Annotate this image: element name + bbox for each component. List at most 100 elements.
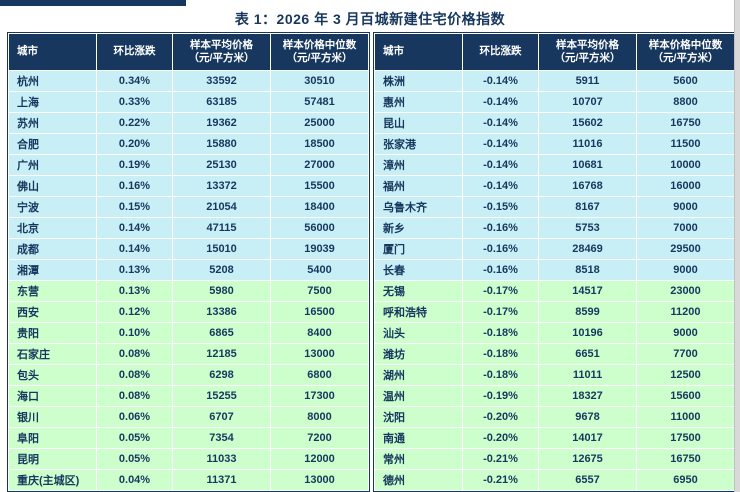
city-cell: 西安	[8, 301, 97, 323]
avg-price-cell: 6557	[538, 469, 637, 491]
avg-price-cell: 5911	[538, 70, 637, 92]
column-header-mom-change: 环比涨跌	[462, 33, 539, 71]
median-price-cell: 16750	[636, 448, 735, 470]
change-cell: -0.17%	[462, 301, 539, 323]
change-cell: 0.12%	[96, 301, 173, 323]
median-price-cell: 5400	[270, 259, 369, 281]
median-price-cell: 6950	[636, 469, 735, 491]
median-price-cell: 16500	[270, 301, 369, 323]
median-price-cell: 9000	[636, 322, 735, 344]
median-price-cell: 27000	[270, 154, 369, 176]
change-cell: -0.14%	[462, 133, 539, 155]
table-row: 南通 -0.20% 14017 17500	[374, 427, 735, 449]
city-cell: 汕头	[374, 322, 463, 344]
change-cell: -0.21%	[462, 469, 539, 491]
avg-price-cell: 9678	[538, 406, 637, 428]
change-cell: 0.15%	[96, 196, 173, 218]
city-cell: 常州	[374, 448, 463, 470]
change-cell: 0.33%	[96, 91, 173, 113]
table-row: 湖州 -0.18% 11011 12500	[374, 364, 735, 386]
table-row: 广州 0.19% 25130 27000	[8, 154, 369, 176]
median-price-cell: 11000	[636, 406, 735, 428]
avg-price-cell: 18327	[538, 385, 637, 407]
price-table-left: 城市 环比涨跌 样本平均价格 （元/平方米） 样本价格中位数 （元/平方米） 杭州 0.34%…	[8, 33, 369, 491]
median-price-cell: 19039	[270, 238, 369, 260]
median-price-cell: 18500	[270, 133, 369, 155]
city-cell: 无锡	[374, 280, 463, 302]
median-price-cell: 7700	[636, 343, 735, 365]
median-price-cell: 11500	[636, 133, 735, 155]
city-cell: 东营	[8, 280, 97, 302]
change-cell: -0.19%	[462, 385, 539, 407]
median-price-cell: 9000	[636, 196, 735, 218]
avg-price-cell: 16768	[538, 175, 637, 197]
change-cell: 0.08%	[96, 343, 173, 365]
change-cell: -0.20%	[462, 427, 539, 449]
median-price-cell: 16750	[636, 112, 735, 134]
median-price-cell: 7500	[270, 280, 369, 302]
header-row: 城市 环比涨跌 样本平均价格 （元/平方米） 样本价格中位数 （元/平方米）	[374, 33, 735, 71]
city-cell: 张家港	[374, 133, 463, 155]
city-cell: 新乡	[374, 217, 463, 239]
table-row: 东营 0.13% 5980 7500	[8, 280, 369, 302]
median-price-cell: 29500	[636, 238, 735, 260]
column-header-city: 城市	[8, 33, 97, 71]
avg-price-cell: 8167	[538, 196, 637, 218]
column-header-avg-price: 样本平均价格 （元/平方米）	[172, 33, 271, 71]
avg-price-cell: 11016	[538, 133, 637, 155]
city-cell: 温州	[374, 385, 463, 407]
avg-price-cell: 7354	[172, 427, 271, 449]
avg-price-cell: 10681	[538, 154, 637, 176]
table-row: 常州 -0.21% 12675 16750	[374, 448, 735, 470]
city-cell: 乌鲁木齐	[374, 196, 463, 218]
avg-price-cell: 10707	[538, 91, 637, 113]
column-header-city: 城市	[374, 33, 463, 71]
city-cell: 长春	[374, 259, 463, 281]
median-price-cell: 23000	[636, 280, 735, 302]
table-row: 株洲 -0.14% 5911 5600	[374, 70, 735, 92]
city-cell: 湖州	[374, 364, 463, 386]
table-row: 湘潭 0.13% 5208 5400	[8, 259, 369, 281]
table-row: 无锡 -0.17% 14517 23000	[374, 280, 735, 302]
change-cell: 0.13%	[96, 259, 173, 281]
median-price-cell: 16000	[636, 175, 735, 197]
avg-price-cell: 5208	[172, 259, 271, 281]
table-row: 惠州 -0.14% 10707 8800	[374, 91, 735, 113]
change-cell: 0.14%	[96, 238, 173, 260]
avg-price-cell: 25130	[172, 154, 271, 176]
avg-price-cell: 14017	[538, 427, 637, 449]
avg-price-cell: 10196	[538, 322, 637, 344]
avg-price-cell: 12675	[538, 448, 637, 470]
column-header-mom-change: 环比涨跌	[96, 33, 173, 71]
change-cell: 0.05%	[96, 448, 173, 470]
column-header-median-price: 样本价格中位数 （元/平方米）	[270, 33, 369, 71]
header-bar-fragment	[0, 0, 186, 6]
median-price-cell: 30510	[270, 70, 369, 92]
change-cell: -0.20%	[462, 406, 539, 428]
table-row: 昆明 0.05% 11033 12000	[8, 448, 369, 470]
price-table-left-wrap: 城市 环比涨跌 样本平均价格 （元/平方米） 样本价格中位数 （元/平方米） 杭州 0.34%…	[7, 32, 370, 492]
change-cell: 0.19%	[96, 154, 173, 176]
change-cell: 0.20%	[96, 133, 173, 155]
column-header-median-price: 样本价格中位数 （元/平方米）	[636, 33, 735, 71]
avg-price-cell: 33592	[172, 70, 271, 92]
change-cell: 0.34%	[96, 70, 173, 92]
avg-price-cell: 6707	[172, 406, 271, 428]
city-cell: 南通	[374, 427, 463, 449]
scrollbar[interactable]	[734, 0, 740, 492]
table-row: 福州 -0.14% 16768 16000	[374, 175, 735, 197]
table-row: 杭州 0.34% 33592 30510	[8, 70, 369, 92]
median-price-cell: 57481	[270, 91, 369, 113]
median-price-cell: 12500	[636, 364, 735, 386]
change-cell: -0.18%	[462, 343, 539, 365]
change-cell: -0.14%	[462, 154, 539, 176]
median-price-cell: 13000	[270, 469, 369, 491]
avg-price-cell: 8599	[538, 301, 637, 323]
table-row: 苏州 0.22% 19362 25000	[8, 112, 369, 134]
median-price-cell: 15600	[636, 385, 735, 407]
city-cell: 株洲	[374, 70, 463, 92]
table-row: 沈阳 -0.20% 9678 11000	[374, 406, 735, 428]
avg-price-cell: 15010	[172, 238, 271, 260]
change-cell: 0.08%	[96, 364, 173, 386]
median-price-cell: 8400	[270, 322, 369, 344]
